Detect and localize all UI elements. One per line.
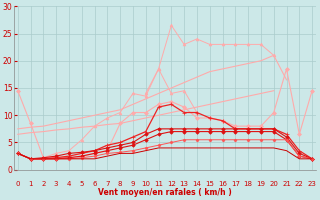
X-axis label: Vent moyen/en rafales ( km/h ): Vent moyen/en rafales ( km/h ): [98, 188, 232, 197]
